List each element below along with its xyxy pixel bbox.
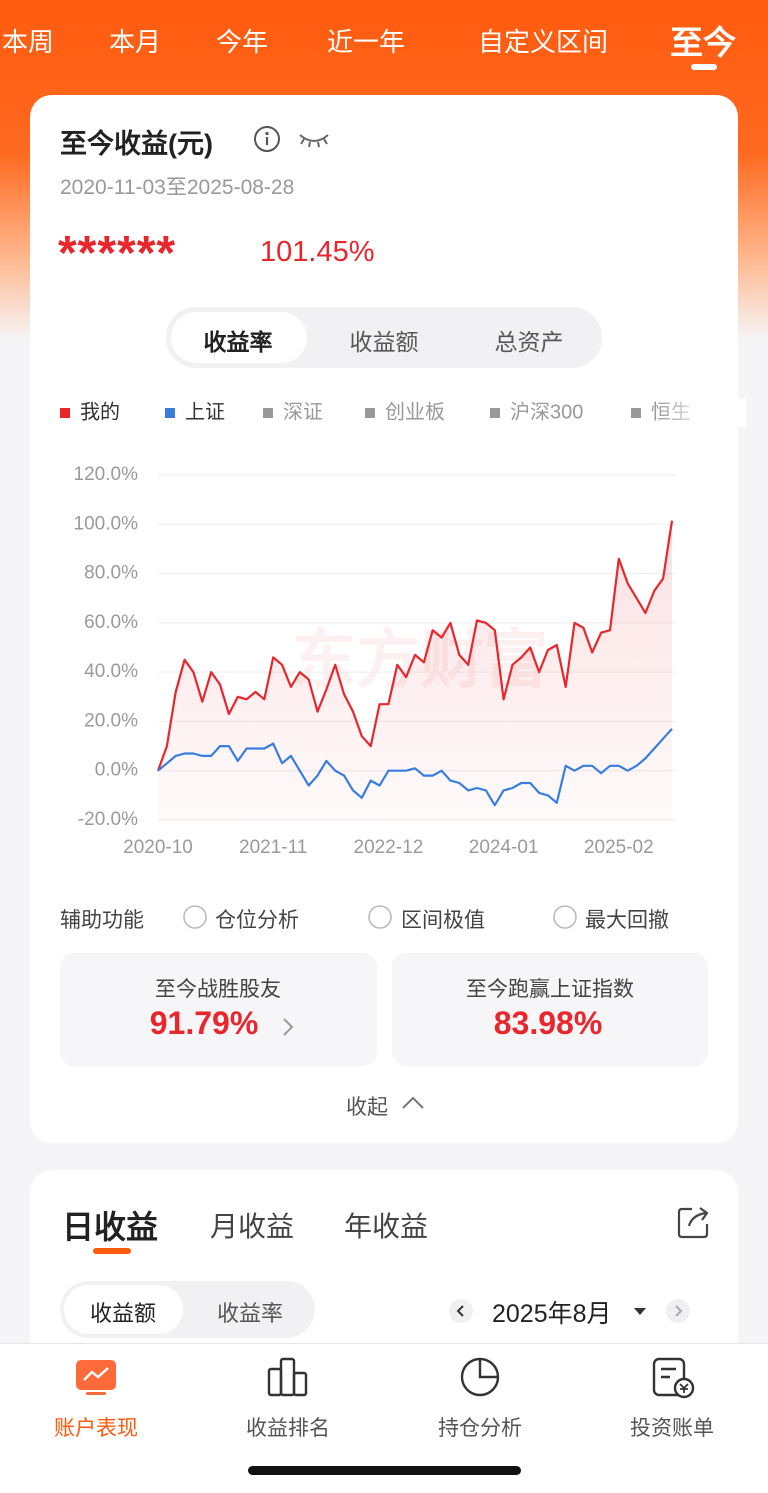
x-tick-label: 2021-11 [239, 837, 307, 858]
legend-clip [706, 399, 746, 427]
series-area [158, 520, 672, 820]
toggle-option[interactable]: 收益率 [203, 329, 273, 355]
legend-label: 创业板 [385, 400, 445, 423]
toggle-option[interactable]: 收益额 [349, 329, 419, 355]
tab[interactable]: 近一年 [326, 27, 406, 57]
y-tick-label: 40.0% [84, 661, 138, 682]
legend-label: 沪深300 [510, 400, 583, 423]
toggle-option[interactable]: 收益额 [89, 1301, 157, 1326]
nav-icons [76, 1357, 695, 1399]
legend-swatch [631, 408, 641, 418]
y-tick-label: 80.0% [84, 563, 138, 584]
legend-label: 我的 [80, 400, 120, 423]
chevron-up [402, 1096, 424, 1109]
assist-option[interactable]: 仓位分析 [215, 909, 299, 932]
dropdown-arrow[interactable] [634, 1308, 646, 1315]
eye-icon[interactable] [299, 134, 329, 142]
nav-label[interactable]: 收益排名 [246, 1417, 330, 1440]
month-label[interactable]: 2025年8月 [492, 1300, 612, 1328]
prev-month[interactable] [449, 1299, 473, 1323]
legend-swatch [263, 408, 273, 418]
y-tick-label: -20.0% [78, 809, 138, 830]
legend-swatch [165, 408, 175, 418]
tab-active[interactable]: 至今 [670, 24, 736, 61]
tab[interactable]: 今年 [215, 27, 269, 57]
legend-swatch [490, 408, 500, 418]
x-tick-label: 2024-01 [469, 837, 539, 858]
tab[interactable]: 自定义区间 [477, 27, 609, 57]
toggle-option[interactable]: 总资产 [494, 329, 564, 355]
nav-icon[interactable] [267, 1367, 283, 1397]
period-tab[interactable]: 年收益 [344, 1211, 429, 1242]
series-line [156, 520, 674, 772]
y-tick-label: 20.0% [84, 710, 138, 731]
x-tick-label: 2022-12 [354, 837, 424, 858]
period-tab-active[interactable]: 日收益 [62, 1209, 159, 1245]
tab-underline [691, 64, 717, 70]
period-underline [93, 1248, 131, 1254]
radio[interactable] [368, 905, 392, 929]
stat-box[interactable] [60, 953, 377, 1066]
next-month[interactable] [666, 1299, 690, 1323]
legend-fade [655, 399, 711, 427]
y-tick-label: 60.0% [84, 612, 138, 633]
total-return: 101.45% [260, 236, 375, 268]
date-range: 2020-11-03至2025-08-28 [60, 176, 295, 199]
title-icons [254, 126, 329, 152]
stat-label: 至今战胜股友 [155, 978, 281, 1001]
chart: 我的上证深证创业板沪深300恒生东方财富120.0%100.0%80.0%60.… [60, 399, 746, 858]
y-tick-label: 100.0% [74, 513, 139, 534]
share-icon[interactable] [676, 1205, 712, 1241]
stat-value: 91.79% [149, 1005, 259, 1041]
stat-box [392, 953, 708, 1066]
masked-amount[interactable]: ****** [58, 227, 177, 280]
assist-option[interactable]: 最大回撤 [585, 909, 669, 932]
metric-toggle [166, 307, 602, 368]
x-tick-label: 2020-10 [123, 837, 193, 858]
y-tick-label: 0.0% [95, 760, 138, 781]
x-tick-label: 2025-02 [584, 837, 654, 858]
y-tick-label: 120.0% [74, 464, 139, 485]
nav-label[interactable]: 投资账单 [630, 1417, 714, 1440]
stat-label: 至今跑赢上证指数 [466, 978, 634, 1001]
legend-label: 上证 [185, 400, 225, 423]
eye-lashes [300, 138, 328, 148]
chevron-right [283, 1018, 294, 1036]
value-toggle [60, 1281, 315, 1338]
assist-option[interactable]: 区间极值 [401, 909, 485, 932]
radio[interactable] [553, 905, 577, 929]
assist-label: 辅助功能 [60, 909, 144, 932]
month-nav [449, 1299, 690, 1323]
nav-label-active[interactable]: 账户表现 [54, 1417, 138, 1440]
series-line [157, 728, 673, 807]
nav-label[interactable]: 持仓分析 [438, 1417, 522, 1440]
toggle-pill [64, 1285, 183, 1334]
info-dot [265, 131, 269, 136]
tab[interactable]: 本月 [108, 27, 162, 57]
tab[interactable]: 本周 [1, 27, 55, 57]
collapse-button[interactable]: 收起 [346, 1096, 388, 1119]
nav-icon[interactable] [652, 1357, 686, 1397]
summary-title: 至今收益(元) [60, 129, 213, 159]
radio-icons [183, 905, 577, 929]
legend-label: 深证 [283, 400, 323, 423]
home-indicator [248, 1466, 521, 1475]
toggle-pill [171, 312, 307, 363]
radio[interactable] [183, 905, 207, 929]
info-icon[interactable] [254, 126, 280, 152]
stat-value: 83.98% [493, 1005, 603, 1041]
period-tab[interactable]: 月收益 [210, 1211, 295, 1242]
legend-swatch [60, 408, 70, 418]
toggle-option[interactable]: 收益率 [216, 1301, 284, 1326]
legend-swatch [365, 408, 375, 418]
